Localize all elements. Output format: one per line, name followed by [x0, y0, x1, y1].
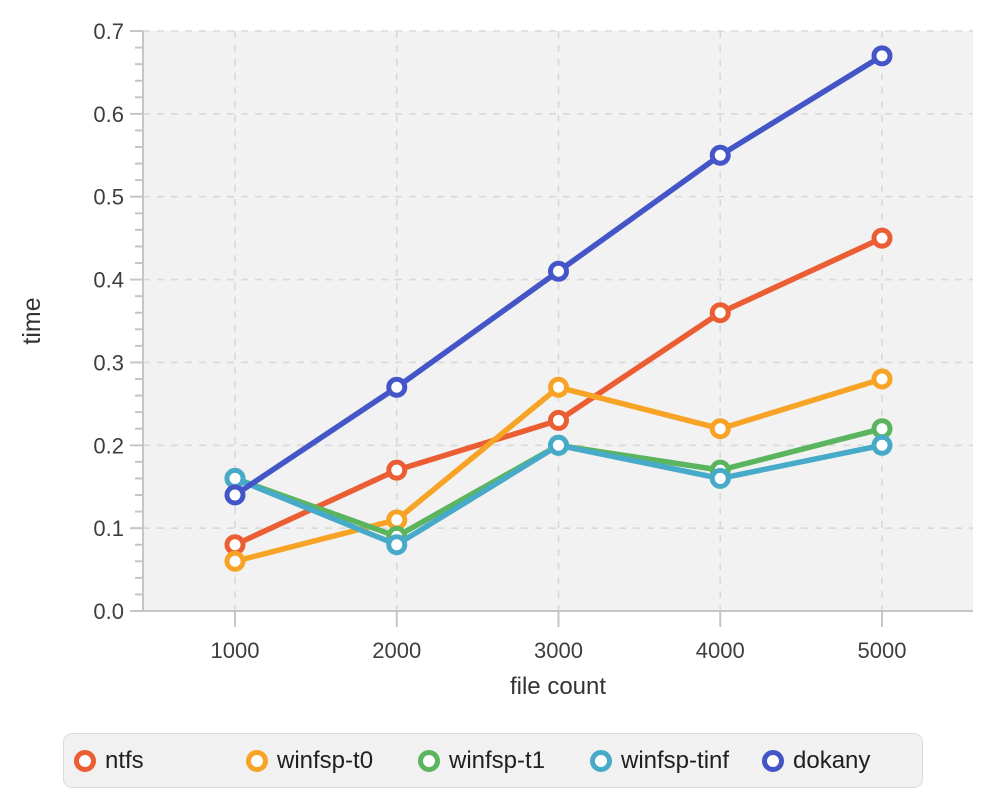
data-point-winfsp-tinf-5000 [871, 434, 893, 456]
data-point-winfsp-t0-2000 [386, 509, 408, 531]
legend-item-winfsp-t1: winfsp-t1 [418, 746, 590, 774]
x-tick-label: 5000 [858, 638, 907, 663]
chart-canvas: 0.0 0.1 0.2 0.3 0.4 0.5 0.6 0.7 1000 2000 3000 4000… [18, 19, 973, 700]
legend-label-dokany: dokany [793, 746, 871, 774]
x-tick-label: 4000 [696, 638, 745, 663]
y-axis-label: time [18, 297, 46, 344]
plot-area [143, 31, 973, 611]
series-dokany [224, 45, 893, 506]
legend-marker-icon-ntfs [74, 749, 96, 772]
data-point-winfsp-t0-4000 [709, 418, 731, 440]
data-point-ntfs-3000 [548, 409, 569, 431]
y-tick-label: 0.4 [93, 268, 124, 293]
legend-label-winfsp-tinf: winfsp-tinf [621, 746, 730, 774]
data-point-ntfs-2000 [386, 459, 408, 481]
legend-label-winfsp-t0: winfsp-t0 [277, 746, 374, 774]
series-ntfs [224, 227, 893, 556]
data-point-dokany-4000 [709, 144, 731, 166]
y-tick-label: 0.3 [93, 350, 124, 375]
y-tick-label: 0.0 [93, 599, 124, 624]
y-tick-label: 0.5 [93, 185, 124, 210]
data-point-dokany-5000 [871, 45, 893, 67]
data-point-winfsp-t0-1000 [224, 550, 246, 572]
legend-item-dokany: dokany [762, 746, 934, 774]
legend-marker-icon-winfsp-t1 [418, 749, 440, 772]
y-tick-label: 0.7 [93, 19, 124, 44]
data-point-winfsp-t0-3000 [548, 376, 569, 398]
chart-legend: ntfs winfsp-t0 winfsp-t1 winfsp-tinf dokany [63, 733, 923, 788]
legend-item-winfsp-tinf: winfsp-tinf [590, 746, 762, 774]
legend-item-winfsp-t0: winfsp-t0 [246, 746, 418, 774]
legend-marker-icon-winfsp-t0 [246, 749, 268, 772]
x-tick-label: 1000 [211, 638, 260, 663]
y-tick-label: 0.2 [93, 433, 124, 458]
data-point-winfsp-tinf-3000 [548, 434, 569, 456]
data-point-winfsp-tinf-4000 [709, 467, 731, 489]
data-point-winfsp-t1-5000 [871, 418, 893, 440]
legend-label-winfsp-t1: winfsp-t1 [449, 746, 546, 774]
legend-marker-icon-winfsp-tinf [590, 749, 612, 772]
series-winfsp-t0 [224, 368, 893, 572]
data-point-winfsp-t0-5000 [871, 368, 893, 390]
data-point-ntfs-1000 [224, 534, 246, 556]
data-point-winfsp-tinf-2000 [386, 534, 408, 556]
data-point-dokany-3000 [548, 260, 569, 282]
y-tick-label: 0.1 [93, 516, 124, 541]
data-point-winfsp-tinf-1000 [224, 467, 246, 489]
legend-label-ntfs: ntfs [105, 746, 144, 774]
series-winfsp-tinf [224, 434, 893, 556]
data-point-ntfs-4000 [709, 302, 731, 324]
data-point-ntfs-5000 [871, 227, 893, 249]
legend-marker-icon-dokany [762, 749, 784, 772]
x-tick-label: 3000 [534, 638, 583, 663]
x-tick-label: 2000 [372, 638, 421, 663]
x-axis-label: file count [510, 673, 606, 700]
legend-item-ntfs: ntfs [74, 746, 246, 774]
data-point-dokany-2000 [386, 376, 408, 398]
y-tick-label: 0.6 [93, 102, 124, 127]
data-point-dokany-1000 [224, 484, 246, 506]
